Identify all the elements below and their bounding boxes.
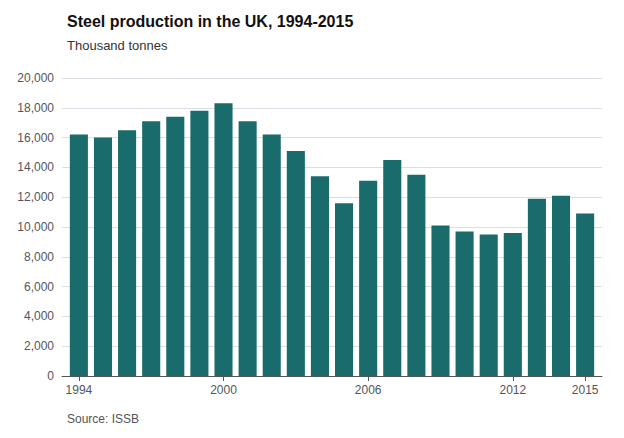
svg-text:2012: 2012 [499, 383, 526, 397]
svg-text:4,000: 4,000 [24, 309, 54, 323]
svg-text:6,000: 6,000 [24, 280, 54, 294]
svg-text:2015: 2015 [572, 383, 599, 397]
svg-text:12,000: 12,000 [17, 190, 54, 204]
svg-text:18,000: 18,000 [17, 101, 54, 115]
svg-text:1994: 1994 [66, 383, 93, 397]
svg-text:16,000: 16,000 [17, 131, 54, 145]
svg-text:20,000: 20,000 [17, 71, 54, 85]
svg-text:8,000: 8,000 [24, 250, 54, 264]
svg-text:Steel production in the UK, 19: Steel production in the UK, 1994-2015 [67, 13, 353, 30]
svg-text:2000: 2000 [210, 383, 237, 397]
svg-text:Source: ISSB: Source: ISSB [67, 412, 139, 426]
svg-text:0: 0 [47, 369, 54, 383]
svg-text:10,000: 10,000 [17, 220, 54, 234]
svg-text:14,000: 14,000 [17, 160, 54, 174]
svg-text:2,000: 2,000 [24, 339, 54, 353]
svg-text:2006: 2006 [355, 383, 382, 397]
svg-text:Thousand tonnes: Thousand tonnes [67, 38, 168, 53]
